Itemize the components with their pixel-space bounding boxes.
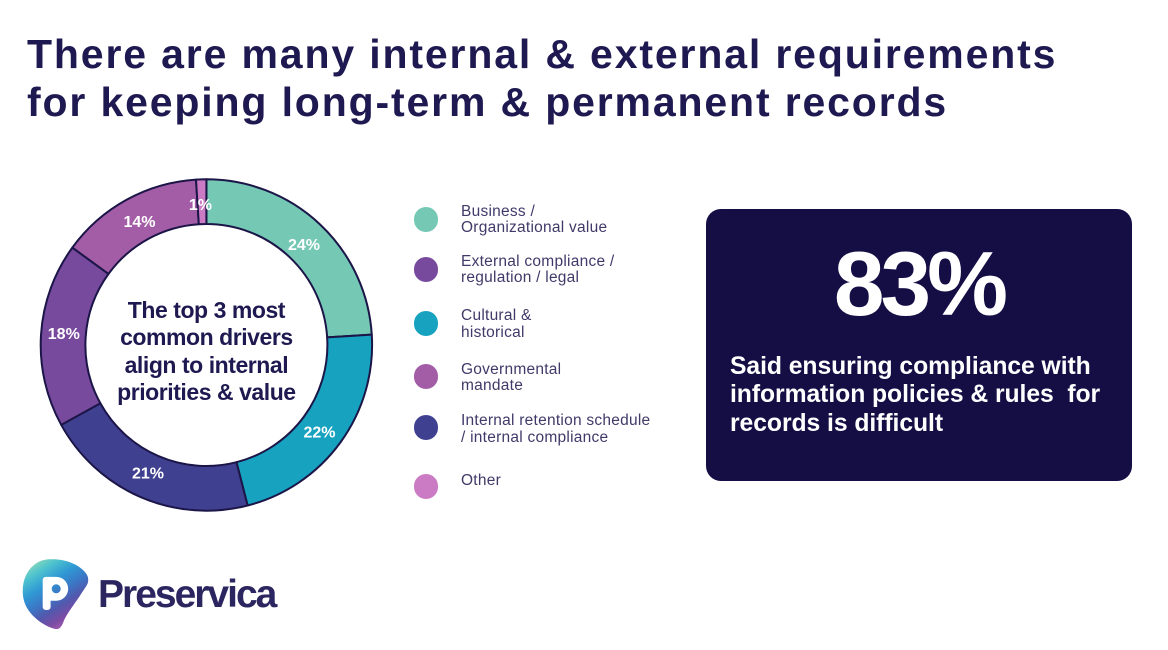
svg-text:1%: 1% — [189, 197, 212, 214]
svg-text:21%: 21% — [132, 466, 164, 483]
svg-text:24%: 24% — [288, 237, 320, 254]
svg-text:22%: 22% — [303, 424, 335, 441]
svg-text:18%: 18% — [48, 326, 80, 343]
svg-text:14%: 14% — [123, 214, 155, 231]
